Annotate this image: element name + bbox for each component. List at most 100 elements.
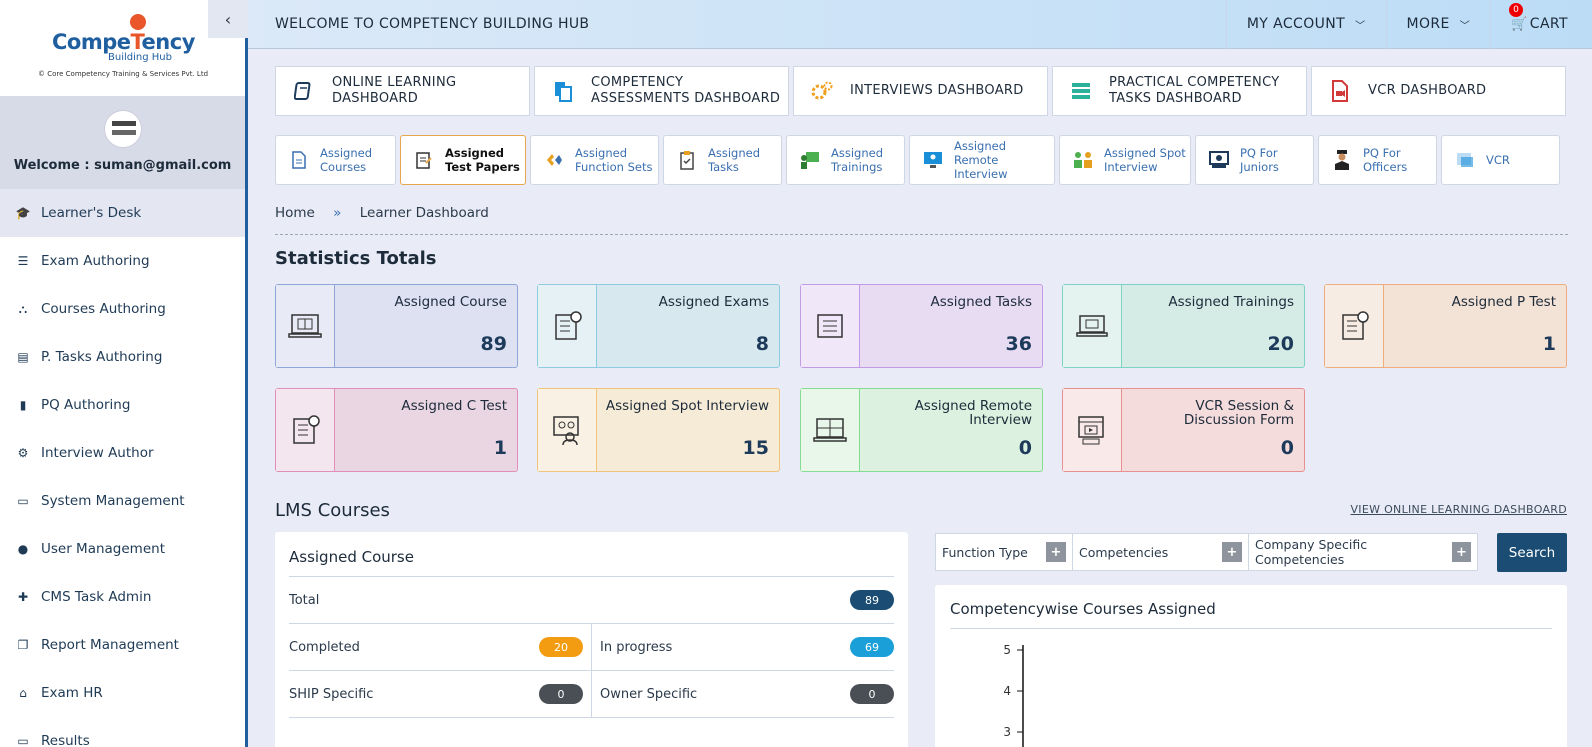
spot-interview-icon <box>1072 150 1094 170</box>
chart-title: Competencywise Courses Assigned <box>950 585 1552 629</box>
stat-value: 20 <box>1267 333 1294 355</box>
plus-icon: + <box>1451 542 1471 562</box>
server-icon <box>1053 81 1109 101</box>
logo: CompeTency Building Hub © Core Competenc… <box>0 0 248 96</box>
chevron-down-icon: ﹀ <box>1459 20 1471 32</box>
stat-card-assigned-c-test[interactable]: Assigned C Test 1 <box>275 388 518 472</box>
competencies-filter[interactable]: Competencies + <box>1073 534 1249 570</box>
tab-assigned-test-papers[interactable]: Assigned Test Papers <box>400 135 526 185</box>
search-button[interactable]: Search <box>1497 533 1567 572</box>
user-plus-icon: ✚ <box>17 590 29 604</box>
stat-card-vcr-session[interactable]: VCR Session & Discussion Form 0 <box>1062 388 1305 472</box>
total-row: Total 89 <box>289 577 894 624</box>
avatar[interactable] <box>104 110 142 148</box>
stat-card-assigned-remote-interview[interactable]: Assigned Remote Interview 0 <box>800 388 1043 472</box>
online-learning-dashboard-button[interactable]: ONLINE LEARNING DASHBOARD <box>275 66 530 116</box>
practical-competency-tasks-dashboard-button[interactable]: PRACTICAL COMPETENCY TASKS DASHBOARD <box>1052 66 1307 116</box>
training-icon <box>799 150 821 170</box>
clipboard-icon <box>676 150 698 170</box>
stat-card-assigned-spot-interview[interactable]: Assigned Spot Interview 15 <box>537 388 780 472</box>
company-specific-competencies-filter[interactable]: Company Specific Competencies + <box>1249 534 1477 570</box>
sidebar-item-results[interactable]: ▭ Results <box>0 717 245 747</box>
stat-title: Assigned Exams <box>658 294 769 310</box>
sidebar-item-exam-authoring[interactable]: ☰ Exam Authoring <box>0 237 245 285</box>
stat-title: Assigned C Test <box>401 398 507 414</box>
tab-pq-for-officers[interactable]: PQ For Officers <box>1318 135 1437 185</box>
progress-row: Completed 20 In progress 69 <box>289 624 894 671</box>
c-test-icon <box>276 389 335 471</box>
function-type-filter[interactable]: Function Type + <box>936 534 1073 570</box>
sidebar-item-pq-authoring[interactable]: ▮ PQ Authoring <box>0 381 245 429</box>
chevron-down-icon: ﹀ <box>1355 20 1366 32</box>
competency-assessments-dashboard-button[interactable]: COMPETENCY ASSESSMENTS DASHBOARD <box>534 66 789 116</box>
completed-badge: 20 <box>539 637 583 657</box>
tab-assigned-tasks[interactable]: Assigned Tasks <box>663 135 782 185</box>
stat-card-assigned-trainings[interactable]: Assigned Trainings 20 <box>1062 284 1305 368</box>
breadcrumb-separator: » <box>333 205 342 221</box>
sidebar-item-courses-authoring[interactable]: ⛬ Courses Authoring <box>0 285 245 333</box>
stat-value: 89 <box>480 333 507 355</box>
assignment-tabs: Assigned Courses Assigned Test Papers Assi… <box>275 135 1560 185</box>
tab-assigned-function-sets[interactable]: Assigned Function Sets <box>530 135 659 185</box>
completed-label: Completed <box>289 639 360 655</box>
stat-title: Assigned Tasks <box>930 294 1032 310</box>
monitor-icon: ▭ <box>17 494 29 508</box>
stat-title: Assigned Course <box>394 294 507 310</box>
sidebar-item-interview-author[interactable]: ⚙ Interview Author <box>0 429 245 477</box>
cart-icon: 🛒 <box>1511 16 1528 32</box>
graduation-cap-icon: 🎓 <box>15 206 31 220</box>
ship-specific-label: SHIP Specific <box>289 686 374 702</box>
breadcrumb-home-link[interactable]: Home <box>275 205 315 221</box>
sidebar: CompeTency Building Hub © Core Competenc… <box>0 0 248 747</box>
chevron-left-icon: ‹ <box>224 9 232 29</box>
sidebar-item-p-tasks-authoring[interactable]: ▤ P. Tasks Authoring <box>0 333 245 381</box>
view-online-learning-dashboard-link[interactable]: VIEW ONLINE LEARNING DASHBOARD <box>1350 503 1567 516</box>
sidebar-item-exam-hr[interactable]: ⌂ Exam HR <box>0 669 245 717</box>
spot-interview-icon <box>538 389 597 471</box>
tab-pq-for-juniors[interactable]: PQ For Juniors <box>1195 135 1314 185</box>
stat-card-assigned-tasks[interactable]: Assigned Tasks 36 <box>800 284 1043 368</box>
interviews-dashboard-button[interactable]: INTERVIEWS DASHBOARD <box>793 66 1048 116</box>
stat-card-assigned-p-test[interactable]: Assigned P Test 1 <box>1324 284 1567 368</box>
y-tick-label: 5 <box>1003 643 1011 657</box>
stat-value: 15 <box>742 437 769 459</box>
tab-assigned-courses[interactable]: Assigned Courses <box>275 135 396 185</box>
in-progress-badge: 69 <box>850 637 894 657</box>
stat-card-assigned-exams[interactable]: Assigned Exams 8 <box>537 284 780 368</box>
task-list-icon <box>801 285 860 367</box>
sidebar-item-system-management[interactable]: ▭ System Management <box>0 477 245 525</box>
ship-specific-badge: 0 <box>539 684 583 704</box>
tasks-list-icon: ▤ <box>17 350 29 364</box>
logo-caption: © Core Competency Training & Services Pv… <box>38 70 209 78</box>
tab-assigned-spot-interview[interactable]: Assigned Spot Interview <box>1059 135 1191 185</box>
top-header: WELCOME TO COMPETENCY BUILDING HUB MY AC… <box>248 0 1592 49</box>
total-badge: 89 <box>850 590 894 610</box>
sidebar-item-cms-task-admin[interactable]: ✚ CMS Task Admin <box>0 573 245 621</box>
more-menu[interactable]: MORE ﹀ <box>1385 0 1491 49</box>
cart-link[interactable]: 0 🛒 CART <box>1490 0 1592 49</box>
sidebar-item-user-management[interactable]: ● User Management <box>0 525 245 573</box>
owner-specific-badge: 0 <box>850 684 894 704</box>
tab-assigned-remote-interview[interactable]: Assigned Remote Interview <box>909 135 1055 185</box>
collapse-sidebar-button[interactable]: ‹ <box>208 0 248 38</box>
exam-sheet-icon <box>538 285 597 367</box>
my-account-menu[interactable]: MY ACCOUNT ﹀ <box>1225 0 1386 49</box>
stat-card-assigned-course[interactable]: Assigned Course 89 <box>275 284 518 368</box>
user-icon: ● <box>17 542 29 556</box>
sidebar-item-learners-desk[interactable]: 🎓 Learner's Desk <box>0 189 245 237</box>
video-session-icon <box>1063 389 1122 471</box>
cart-count-badge: 0 <box>1509 2 1524 17</box>
logo-subtitle: Building Hub <box>108 52 172 63</box>
sidebar-item-report-management[interactable]: ❐ Report Management <box>0 621 245 669</box>
tab-vcr[interactable]: VCR <box>1441 135 1560 185</box>
profile-section: Welcome : suman@gmail.com <box>0 96 245 189</box>
logo-mark-icon <box>130 14 146 30</box>
stat-value: 1 <box>1542 333 1556 355</box>
cogs-icon: ⚙ <box>17 446 29 460</box>
tab-assigned-trainings[interactable]: Assigned Trainings <box>786 135 905 185</box>
vcr-dashboard-button[interactable]: VCR DASHBOARD <box>1311 66 1566 116</box>
competencywise-chart-panel: Competencywise Courses Assigned 5 4 3 <box>935 585 1567 747</box>
p-test-icon <box>1325 285 1384 367</box>
list-icon: ☰ <box>17 254 29 268</box>
copy-icon: ❐ <box>17 638 29 652</box>
